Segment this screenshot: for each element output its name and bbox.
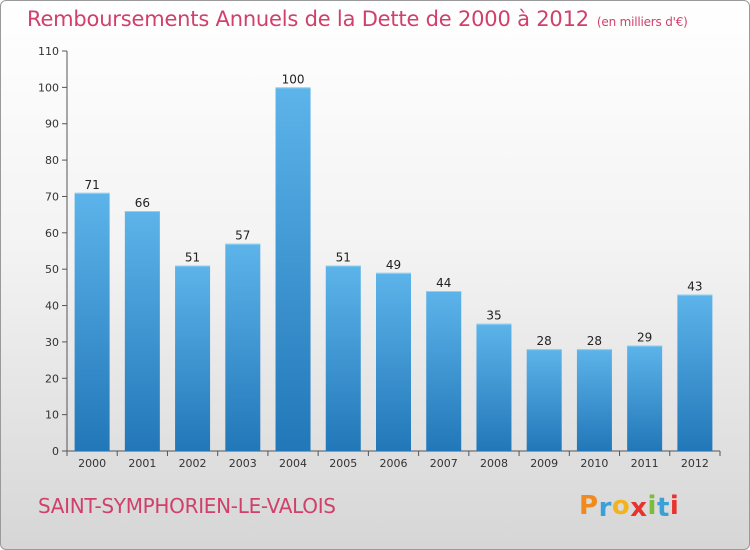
- y-tick-label: 0: [52, 445, 59, 458]
- bar-2012: [677, 294, 713, 451]
- bar-2006: [376, 272, 411, 451]
- logo-letter: r: [598, 493, 612, 523]
- y-tick-label: 50: [45, 263, 59, 276]
- x-tick-label-2011: 2011: [631, 457, 659, 470]
- value-label-2006: 49: [386, 258, 401, 272]
- bar-2001: [124, 211, 160, 451]
- bar-2000: [74, 192, 110, 451]
- x-tick-label-2002: 2002: [179, 457, 207, 470]
- value-label-2009: 28: [537, 334, 552, 348]
- y-tick-label: 100: [38, 81, 59, 94]
- x-tick-label-2003: 2003: [229, 457, 257, 470]
- value-label-2000: 71: [84, 178, 99, 192]
- value-label-2004: 100: [282, 72, 305, 86]
- bar-2009: [526, 349, 562, 451]
- chart-title-text: Remboursements Annuels de la Dette de 20…: [27, 7, 589, 31]
- value-labels: 71 66 51 57 100 51 49 44 35 28 28 29 43: [84, 72, 702, 348]
- y-tick-label: 10: [45, 409, 59, 422]
- value-label-2010: 28: [587, 334, 602, 348]
- x-tick-label-2009: 2009: [530, 457, 558, 470]
- y-tick-label: 80: [45, 154, 59, 167]
- y-tick-label: 70: [45, 190, 59, 203]
- y-tick-label: 110: [38, 45, 59, 58]
- value-label-2012: 43: [687, 280, 702, 294]
- logo-letter: o: [611, 491, 631, 521]
- logo-letter: x: [630, 493, 648, 523]
- value-label-2005: 51: [336, 251, 351, 265]
- bar-2008: [476, 323, 512, 451]
- x-tick-label-2006: 2006: [380, 457, 408, 470]
- x-tick-label-2005: 2005: [329, 457, 357, 470]
- y-tick-label: 60: [45, 227, 59, 240]
- logo-letter: t: [656, 493, 670, 523]
- value-label-2003: 57: [235, 229, 250, 243]
- x-tick-label-2007: 2007: [430, 457, 458, 470]
- y-tick-label: 90: [45, 118, 59, 131]
- logo-letter: i: [647, 491, 657, 521]
- value-label-2007: 44: [436, 276, 451, 290]
- bar-2007: [426, 291, 462, 451]
- city-name: SAINT-SYMPHORIEN-LE-VALOIS: [38, 494, 336, 518]
- bars: [74, 87, 713, 451]
- x-tick-label-2012: 2012: [681, 457, 709, 470]
- x-tick-label-2004: 2004: [279, 457, 307, 470]
- y-tick-label: 20: [45, 372, 59, 385]
- logo-letter: P: [579, 491, 599, 521]
- y-tick-label: 30: [45, 336, 59, 349]
- x-tick-label-2008: 2008: [480, 457, 508, 470]
- bar-2002: [175, 265, 211, 451]
- value-label-2002: 51: [185, 251, 200, 265]
- bar-2011: [627, 345, 663, 451]
- chart-subtitle: (en milliers d'€): [596, 15, 688, 29]
- x-tick-label-2001: 2001: [128, 457, 156, 470]
- value-label-2011: 29: [637, 331, 652, 345]
- chart-title: Remboursements Annuels de la Dette de 20…: [27, 7, 688, 31]
- proxiti-logo: Proxiti: [579, 491, 680, 523]
- x-tick-label-2010: 2010: [580, 457, 608, 470]
- bar-2003: [225, 243, 261, 451]
- y-tick-label: 40: [45, 300, 59, 313]
- bar-2004: [275, 87, 311, 451]
- value-label-2001: 66: [135, 196, 150, 210]
- x-tick-label-2000: 2000: [78, 457, 106, 470]
- value-label-2008: 35: [486, 309, 501, 323]
- axes: 0 10 20 30 40 50 60 70 80 90 100 110 2000 2001 2002 200…: [38, 45, 721, 470]
- bar-2010: [576, 349, 612, 451]
- bar-2005: [325, 265, 361, 451]
- logo-letter: i: [669, 491, 680, 521]
